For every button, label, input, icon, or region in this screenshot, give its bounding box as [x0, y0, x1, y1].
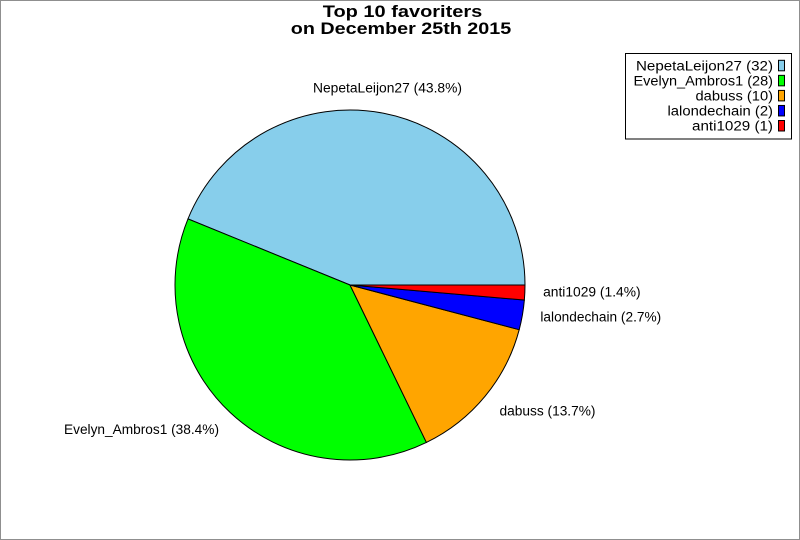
svg-text:dabuss (10): dabuss (10) [696, 88, 774, 103]
svg-text:NepetaLeijon27 (43.8%): NepetaLeijon27 (43.8%) [313, 80, 462, 95]
svg-text:lalondechain (2): lalondechain (2) [668, 103, 774, 118]
svg-text:Top 10 favoriters: Top 10 favoriters [323, 2, 483, 21]
svg-text:Evelyn_Ambros1 (28): Evelyn_Ambros1 (28) [634, 73, 774, 88]
svg-text:lalondechain (2.7%): lalondechain (2.7%) [540, 310, 661, 325]
svg-text:Evelyn_Ambros1 (38.4%): Evelyn_Ambros1 (38.4%) [64, 422, 219, 437]
svg-text:NepetaLeijon27 (32): NepetaLeijon27 (32) [636, 58, 773, 73]
svg-text:anti1029 (1.4%): anti1029 (1.4%) [543, 284, 641, 299]
svg-text:dabuss (13.7%): dabuss (13.7%) [500, 404, 596, 419]
svg-text:on December 25th 2015: on December 25th 2015 [291, 19, 511, 38]
svg-text:anti1029 (1): anti1029 (1) [692, 119, 773, 134]
